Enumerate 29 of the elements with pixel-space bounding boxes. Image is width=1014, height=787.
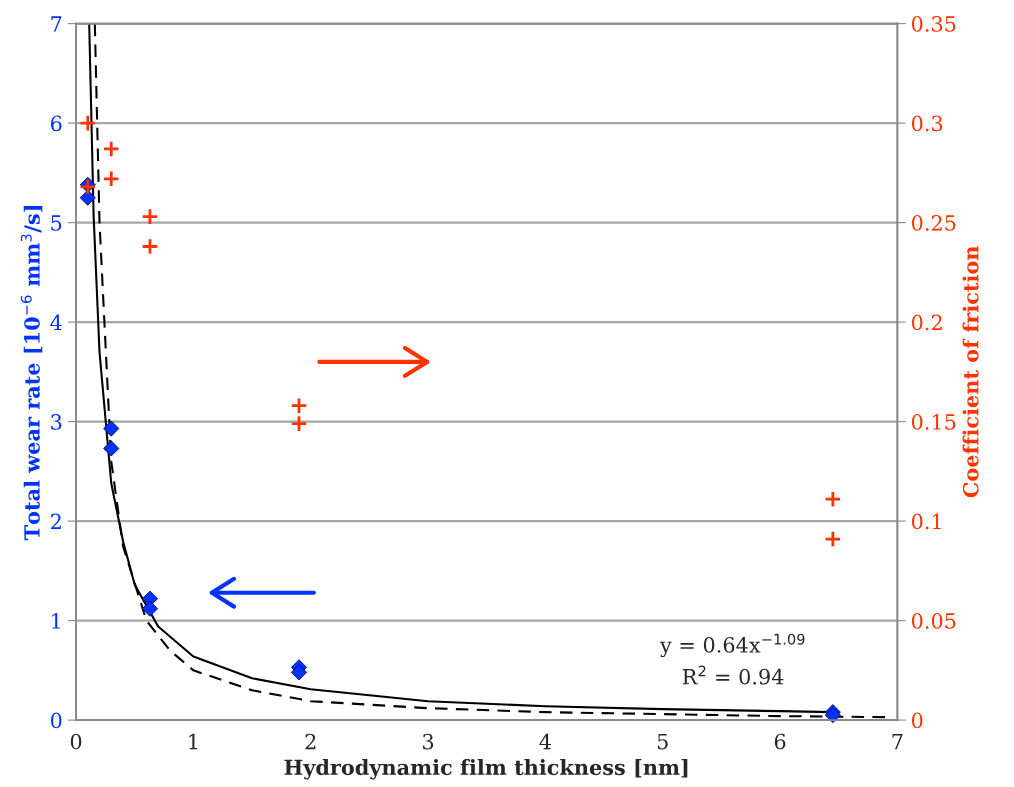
- y2-tick-label: 0.35: [911, 16, 956, 32]
- y-tick-label: 1: [52, 613, 60, 629]
- y-axis-title: Total wear rate [10$^{−6}$ mm$^{3}$/s]: [20, 206, 43, 541]
- y2-axis-title: Coefficient of friction: [962, 246, 979, 498]
- x-tick-label: 6: [774, 733, 786, 750]
- annotation: y = 0.64x$^{−1.09}$: [659, 633, 805, 658]
- y-tick-label: 5: [51, 215, 62, 231]
- y2-tick-label: 0.25: [911, 215, 956, 231]
- x-axis-title: Hydrodynamic film thickness [nm]: [284, 759, 688, 780]
- x-tick-label: 5: [657, 733, 668, 750]
- x-tick-label: 3: [423, 733, 434, 750]
- y2-tick-label: 0.2: [911, 314, 942, 331]
- x-tick-label: 4: [539, 733, 551, 750]
- annotation: R$^{2}$ = 0.94: [682, 665, 784, 685]
- x-tick-label: 0: [70, 733, 82, 750]
- y2-tick-label: 0: [911, 712, 923, 729]
- x-tick-label: 2: [305, 733, 316, 750]
- y-tick-label: 6: [50, 115, 62, 132]
- y2-tick-label: 0.1: [911, 513, 941, 530]
- y-tick-label: 0: [50, 712, 62, 729]
- y2-tick-label: 0.3: [911, 115, 943, 132]
- y-tick-label: 7: [51, 16, 62, 32]
- y-tick-label: 2: [51, 513, 61, 530]
- y2-tick-label: 0.15: [911, 414, 956, 430]
- y2-tick-label: 0.05: [911, 613, 956, 629]
- x-tick-label: 7: [892, 733, 903, 750]
- y-tick-label: 3: [51, 414, 62, 430]
- x-tick-label: 1: [189, 733, 198, 750]
- y-tick-label: 4: [50, 314, 62, 331]
